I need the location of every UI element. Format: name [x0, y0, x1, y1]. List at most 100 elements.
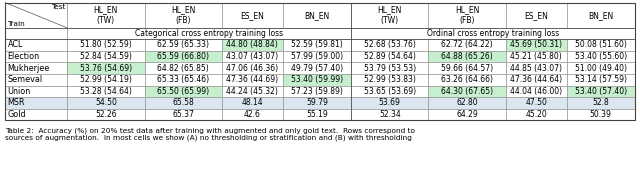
- Text: 64.82 (65.85): 64.82 (65.85): [157, 64, 209, 73]
- Text: Ordinal cross entropy training loss: Ordinal cross entropy training loss: [427, 29, 559, 38]
- Text: 53.14 (57.59): 53.14 (57.59): [575, 75, 627, 84]
- Bar: [566, 85, 635, 97]
- Bar: [506, 109, 566, 120]
- Bar: [5, 109, 67, 120]
- Bar: [506, 39, 566, 51]
- Text: Categorical cross entropy training loss: Categorical cross entropy training loss: [135, 29, 284, 38]
- Bar: [5, 62, 67, 74]
- Text: 44.80 (48.84): 44.80 (48.84): [227, 40, 278, 49]
- Bar: [283, 109, 351, 120]
- Text: HL_EN
(FB): HL_EN (FB): [455, 6, 479, 25]
- Text: 43.07 (43.07): 43.07 (43.07): [227, 52, 278, 61]
- Bar: [351, 74, 428, 85]
- Bar: [222, 74, 283, 85]
- Text: 45.69 (50.31): 45.69 (50.31): [510, 40, 562, 49]
- Text: 53.40 (59.99): 53.40 (59.99): [291, 75, 343, 84]
- Bar: [506, 74, 566, 85]
- Bar: [566, 3, 635, 28]
- Bar: [428, 39, 506, 51]
- Text: 57.99 (59.00): 57.99 (59.00): [291, 52, 343, 61]
- Text: 65.37: 65.37: [172, 110, 194, 119]
- Text: 65.50 (65.99): 65.50 (65.99): [157, 87, 209, 96]
- Text: 65.33 (65.46): 65.33 (65.46): [157, 75, 209, 84]
- Bar: [222, 97, 283, 109]
- Bar: [351, 3, 428, 28]
- Text: 52.89 (54.64): 52.89 (54.64): [364, 52, 416, 61]
- Text: 53.69: 53.69: [379, 99, 401, 108]
- Bar: [506, 62, 566, 74]
- Text: Train: Train: [7, 20, 25, 26]
- Text: 53.76 (54.69): 53.76 (54.69): [80, 64, 132, 73]
- Bar: [67, 109, 145, 120]
- Text: ES_EN: ES_EN: [524, 11, 548, 20]
- Text: 65.59 (66.80): 65.59 (66.80): [157, 52, 209, 61]
- Text: 52.59 (59.81): 52.59 (59.81): [291, 40, 343, 49]
- Text: 53.65 (53.69): 53.65 (53.69): [364, 87, 416, 96]
- Text: Mukherjee: Mukherjee: [8, 64, 50, 73]
- Text: 63.26 (64.66): 63.26 (64.66): [441, 75, 493, 84]
- Bar: [5, 51, 67, 62]
- Text: 47.36 (44.64): 47.36 (44.64): [510, 75, 562, 84]
- Text: 62.72 (64.22): 62.72 (64.22): [441, 40, 493, 49]
- Bar: [351, 85, 428, 97]
- Text: 53.79 (53.53): 53.79 (53.53): [364, 64, 416, 73]
- Bar: [222, 85, 283, 97]
- Bar: [145, 51, 222, 62]
- Bar: [428, 97, 506, 109]
- Bar: [506, 51, 566, 62]
- Text: Test: Test: [51, 4, 65, 10]
- Bar: [145, 3, 222, 28]
- Bar: [506, 97, 566, 109]
- Bar: [283, 3, 351, 28]
- Text: 62.59 (65.33): 62.59 (65.33): [157, 40, 209, 49]
- Bar: [5, 3, 67, 28]
- Bar: [428, 109, 506, 120]
- Text: 47.50: 47.50: [525, 99, 547, 108]
- Bar: [5, 74, 67, 85]
- Bar: [67, 85, 145, 97]
- Bar: [67, 39, 145, 51]
- Bar: [566, 109, 635, 120]
- Bar: [67, 97, 145, 109]
- Text: 52.84 (54.59): 52.84 (54.59): [80, 52, 132, 61]
- Text: 59.66 (64.57): 59.66 (64.57): [441, 64, 493, 73]
- Bar: [222, 39, 283, 51]
- Text: HL_EN
(FB): HL_EN (FB): [171, 6, 195, 25]
- Bar: [428, 74, 506, 85]
- Text: BN_EN: BN_EN: [304, 11, 330, 20]
- Bar: [222, 62, 283, 74]
- Bar: [566, 62, 635, 74]
- Text: 44.24 (45.32): 44.24 (45.32): [227, 87, 278, 96]
- Text: Election: Election: [8, 52, 40, 61]
- Bar: [67, 3, 145, 28]
- Bar: [351, 28, 635, 39]
- Bar: [351, 62, 428, 74]
- Text: 52.99 (54.19): 52.99 (54.19): [80, 75, 132, 84]
- Text: 64.30 (67.65): 64.30 (67.65): [441, 87, 493, 96]
- Text: Semeval: Semeval: [8, 75, 43, 84]
- Text: 45.21 (45.80): 45.21 (45.80): [510, 52, 562, 61]
- Bar: [428, 62, 506, 74]
- Text: 47.06 (46.36): 47.06 (46.36): [227, 64, 278, 73]
- Text: 53.40 (57.40): 53.40 (57.40): [575, 87, 627, 96]
- Text: 52.8: 52.8: [593, 99, 609, 108]
- Text: 59.79: 59.79: [306, 99, 328, 108]
- Bar: [5, 28, 67, 39]
- Text: 52.68 (53.76): 52.68 (53.76): [364, 40, 416, 49]
- Bar: [5, 85, 67, 97]
- Bar: [351, 51, 428, 62]
- Text: ACL: ACL: [8, 40, 23, 49]
- Text: 53.40 (55.60): 53.40 (55.60): [575, 52, 627, 61]
- Text: 42.6: 42.6: [244, 110, 260, 119]
- Bar: [351, 97, 428, 109]
- Bar: [506, 85, 566, 97]
- Bar: [566, 39, 635, 51]
- Text: 65.58: 65.58: [172, 99, 194, 108]
- Bar: [222, 51, 283, 62]
- Text: 64.88 (65.26): 64.88 (65.26): [441, 52, 493, 61]
- Bar: [145, 74, 222, 85]
- Text: 57.23 (59.89): 57.23 (59.89): [291, 87, 343, 96]
- Bar: [566, 97, 635, 109]
- Bar: [506, 3, 566, 28]
- Text: 44.04 (46.00): 44.04 (46.00): [510, 87, 562, 96]
